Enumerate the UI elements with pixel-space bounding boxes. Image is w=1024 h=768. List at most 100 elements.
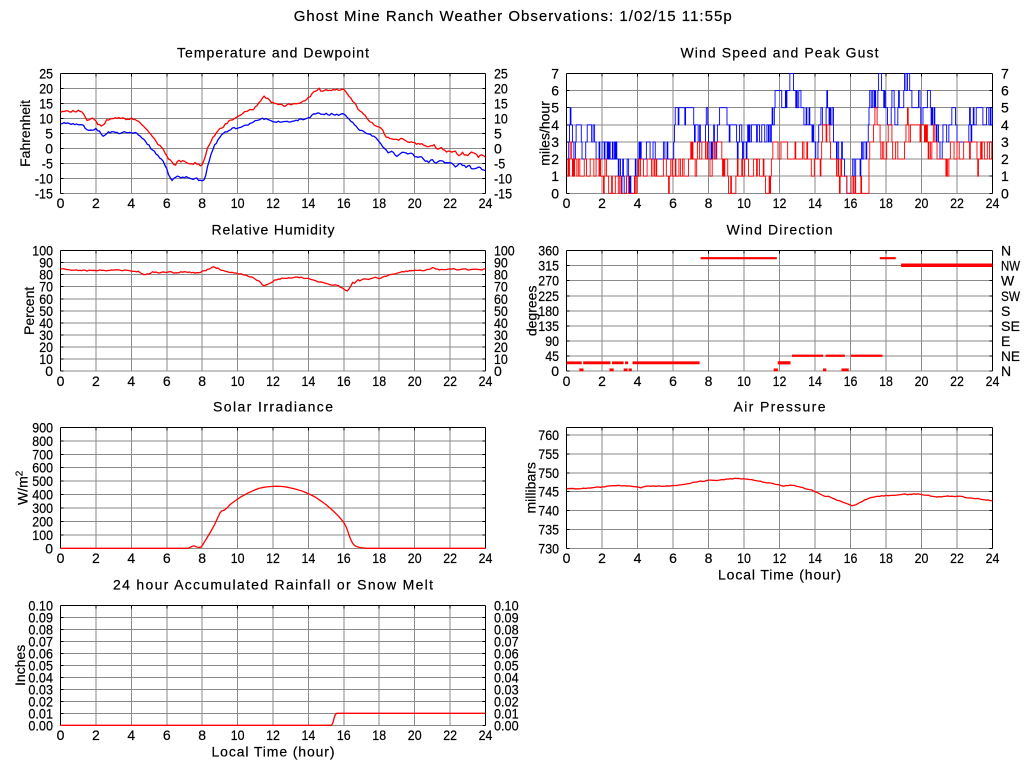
svg-text:2: 2 xyxy=(92,727,100,743)
svg-text:12: 12 xyxy=(266,195,280,211)
svg-text:W: W xyxy=(1001,273,1015,289)
svg-text:12: 12 xyxy=(266,550,280,566)
svg-text:50: 50 xyxy=(494,303,508,319)
svg-text:600: 600 xyxy=(32,460,53,476)
svg-text:5: 5 xyxy=(1001,100,1009,116)
svg-text:22: 22 xyxy=(443,195,457,211)
svg-text:0.07: 0.07 xyxy=(28,633,53,649)
svg-text:180: 180 xyxy=(538,303,559,319)
svg-text:0.04: 0.04 xyxy=(28,669,53,685)
svg-text:16: 16 xyxy=(844,195,858,211)
svg-text:20: 20 xyxy=(39,339,53,355)
svg-text:800: 800 xyxy=(32,433,53,449)
svg-text:0.10: 0.10 xyxy=(494,598,519,614)
svg-text:2: 2 xyxy=(598,373,606,389)
svg-text:4: 4 xyxy=(127,550,135,566)
svg-text:E: E xyxy=(1001,333,1010,349)
svg-text:20: 20 xyxy=(39,81,53,97)
svg-text:6: 6 xyxy=(669,195,677,211)
svg-text:0.01: 0.01 xyxy=(494,705,519,721)
svg-text:2: 2 xyxy=(92,195,100,211)
svg-text:0: 0 xyxy=(551,185,559,201)
svg-text:300: 300 xyxy=(32,500,53,516)
svg-text:90: 90 xyxy=(494,255,508,271)
svg-text:12: 12 xyxy=(773,195,787,211)
svg-text:4: 4 xyxy=(551,117,559,133)
svg-text:0.04: 0.04 xyxy=(494,669,519,685)
svg-text:6: 6 xyxy=(163,195,171,211)
svg-text:20: 20 xyxy=(494,81,508,97)
svg-text:90: 90 xyxy=(39,255,53,271)
svg-text:N: N xyxy=(1001,363,1011,379)
svg-text:0: 0 xyxy=(1001,185,1009,201)
svg-text:6: 6 xyxy=(163,550,171,566)
svg-text:6: 6 xyxy=(163,373,171,389)
svg-text:8: 8 xyxy=(705,373,713,389)
svg-text:30: 30 xyxy=(494,327,508,343)
svg-text:0.05: 0.05 xyxy=(494,657,519,673)
svg-text:400: 400 xyxy=(32,487,53,503)
svg-text:70: 70 xyxy=(494,279,508,295)
svg-text:7: 7 xyxy=(551,66,559,82)
svg-text:NE: NE xyxy=(1001,348,1020,364)
svg-text:2: 2 xyxy=(1001,151,1009,167)
svg-text:5: 5 xyxy=(494,125,502,141)
svg-text:500: 500 xyxy=(32,473,53,489)
svg-text:90: 90 xyxy=(545,333,559,349)
svg-text:N: N xyxy=(1001,243,1011,259)
svg-text:8: 8 xyxy=(198,373,206,389)
svg-text:7: 7 xyxy=(1001,66,1009,82)
svg-text:20: 20 xyxy=(915,195,929,211)
svg-text:0.02: 0.02 xyxy=(28,693,53,709)
svg-text:900: 900 xyxy=(32,419,53,435)
svg-text:4: 4 xyxy=(127,195,135,211)
svg-text:24: 24 xyxy=(986,550,1000,566)
svg-text:0: 0 xyxy=(494,140,502,156)
svg-text:3: 3 xyxy=(1001,134,1009,150)
svg-text:-15: -15 xyxy=(35,185,53,201)
svg-text:6: 6 xyxy=(1001,83,1009,99)
svg-text:24: 24 xyxy=(479,550,493,566)
svg-text:30: 30 xyxy=(39,327,53,343)
svg-text:0: 0 xyxy=(57,727,65,743)
svg-text:0: 0 xyxy=(563,373,571,389)
svg-text:360: 360 xyxy=(538,243,559,259)
svg-text:22: 22 xyxy=(443,727,457,743)
svg-text:25: 25 xyxy=(39,66,53,82)
svg-text:24: 24 xyxy=(479,373,493,389)
svg-text:225: 225 xyxy=(538,288,559,304)
svg-text:20: 20 xyxy=(915,550,929,566)
svg-text:740: 740 xyxy=(538,503,559,519)
svg-text:80: 80 xyxy=(39,267,53,283)
svg-text:0.08: 0.08 xyxy=(28,622,53,638)
svg-text:60: 60 xyxy=(39,291,53,307)
svg-text:4: 4 xyxy=(634,373,642,389)
svg-text:-10: -10 xyxy=(494,170,512,186)
svg-text:20: 20 xyxy=(915,373,929,389)
svg-text:0: 0 xyxy=(563,195,571,211)
svg-text:Percent: Percent xyxy=(21,287,37,335)
svg-text:2: 2 xyxy=(598,195,606,211)
svg-text:2: 2 xyxy=(92,550,100,566)
svg-text:22: 22 xyxy=(950,195,964,211)
svg-text:200: 200 xyxy=(32,513,53,529)
svg-text:6: 6 xyxy=(163,727,171,743)
svg-text:14: 14 xyxy=(808,373,822,389)
svg-text:2: 2 xyxy=(551,151,559,167)
svg-text:4: 4 xyxy=(634,550,642,566)
svg-text:40: 40 xyxy=(39,315,53,331)
svg-text:W/m2: W/m2 xyxy=(15,470,31,505)
svg-text:24: 24 xyxy=(986,373,1000,389)
svg-text:270: 270 xyxy=(538,273,559,289)
svg-text:22: 22 xyxy=(950,373,964,389)
svg-text:315: 315 xyxy=(538,258,559,274)
svg-text:18: 18 xyxy=(372,195,386,211)
svg-text:0.00: 0.00 xyxy=(28,717,53,733)
svg-text:0: 0 xyxy=(45,140,53,156)
svg-text:16: 16 xyxy=(337,195,351,211)
svg-text:18: 18 xyxy=(372,373,386,389)
svg-text:750: 750 xyxy=(538,465,559,481)
svg-text:735: 735 xyxy=(538,521,559,537)
svg-text:0: 0 xyxy=(57,195,65,211)
svg-text:10: 10 xyxy=(231,727,245,743)
